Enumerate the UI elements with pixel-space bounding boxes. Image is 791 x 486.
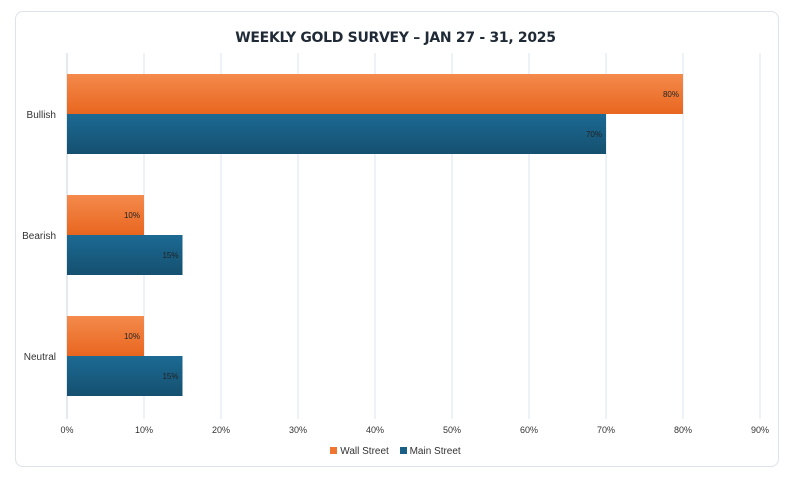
x-tick-label: 80% (674, 425, 692, 435)
legend-swatch-wall-street (330, 447, 338, 454)
legend-swatch-main-street (399, 447, 407, 454)
legend-item-wall-street: Wall Street (330, 446, 389, 457)
category-label: Neutral (24, 352, 56, 363)
category-label: Bullish (27, 110, 56, 121)
data-label: 10% (124, 332, 140, 341)
x-tick-label: 30% (289, 425, 307, 435)
bar-wall-street (67, 316, 144, 356)
x-tick-label: 20% (212, 425, 230, 435)
x-tick-label: 90% (751, 425, 769, 435)
data-label: 15% (162, 372, 178, 381)
bar-main-street (67, 114, 606, 154)
x-tick-label: 70% (597, 425, 615, 435)
data-label: 10% (124, 211, 140, 220)
data-label: 15% (162, 251, 178, 260)
category-label: Bearish (22, 231, 56, 242)
bar-main-street (67, 235, 183, 275)
x-tick-label: 0% (60, 425, 73, 435)
x-tick-label: 50% (443, 425, 461, 435)
bar-main-street (67, 356, 183, 396)
bar-wall-street (67, 195, 144, 235)
x-tick-label: 10% (135, 425, 153, 435)
chart-legend: Wall Street Main Street (0, 446, 791, 457)
x-tick-label: 60% (520, 425, 538, 435)
x-tick-label: 40% (366, 425, 384, 435)
legend-label: Wall Street (340, 446, 389, 457)
bar-wall-street (67, 74, 683, 114)
legend-item-main-street: Main Street (399, 446, 461, 457)
chart-title: WEEKLY GOLD SURVEY – JAN 27 - 31, 2025 (235, 30, 556, 46)
data-label: 70% (586, 130, 602, 139)
legend-label: Main Street (409, 446, 461, 457)
data-label: 80% (663, 90, 679, 99)
